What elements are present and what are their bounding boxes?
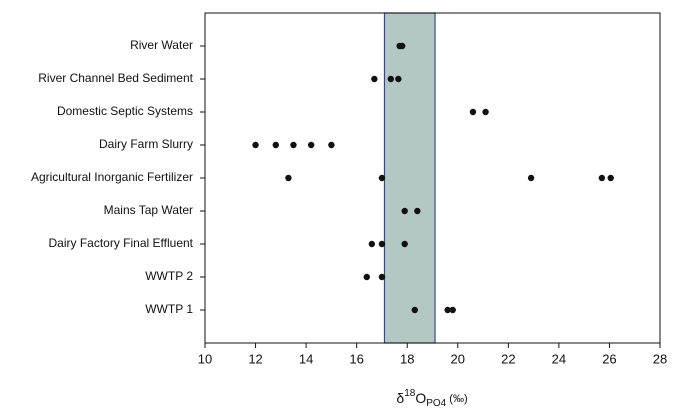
dot [371,75,378,83]
x-tick-label: 12 [248,351,262,366]
dot [290,141,297,149]
x-tick-label: 16 [349,351,363,366]
x-tick-label: 14 [299,351,313,366]
dot [307,141,315,149]
y-tick-label: Agricultural Inorganic Fertilizer [31,170,193,184]
dot [482,108,489,116]
dot [378,240,386,248]
dot [527,174,535,182]
y-tick-label: River Channel Bed Sediment [38,71,193,85]
x-tick-label: 26 [602,351,616,366]
highlight-band [383,12,436,344]
y-tick-label: Dairy Factory Final Effluent [49,236,194,250]
dot [272,141,279,149]
x-tick-label: 22 [501,351,515,366]
x-label-sup: 18 [404,388,416,399]
dot [401,207,408,215]
dot [444,306,451,314]
dot [285,174,292,182]
dot [395,75,402,83]
dot [387,75,394,83]
x-tick-label: 20 [451,351,465,366]
y-tick-label: WWTP 2 [145,269,193,283]
dot [469,108,477,116]
dot [398,42,406,50]
y-tick-label: Mains Tap Water [104,203,193,217]
x-axis-label: δ18OPO4 (‰) [396,388,467,409]
y-tick-label: Dairy Farm Slurry [99,137,193,151]
dot [401,240,408,248]
dot [368,240,376,248]
dot [378,174,386,182]
y-tick-label: River Water [130,38,193,52]
dot [363,273,370,281]
dot [378,273,386,281]
x-tick-label: 18 [400,351,414,366]
x-label-suffix: (‰) [446,393,467,405]
y-tick-label: WWTP 1 [145,302,193,316]
x-tick-label: 10 [198,351,212,366]
x-tick-label: 24 [552,351,566,366]
dot [252,141,259,149]
x-tick-label: 28 [653,351,667,366]
dot [328,141,335,149]
x-label-sub: PO4 [426,398,446,409]
dot [411,306,419,314]
dot [598,174,606,182]
y-tick-label: Domestic Septic Systems [57,104,193,118]
dot [414,207,421,215]
dot [607,174,614,182]
x-label-main: O [415,390,426,406]
x-label-prefix: δ [396,390,404,406]
dot [449,306,456,314]
